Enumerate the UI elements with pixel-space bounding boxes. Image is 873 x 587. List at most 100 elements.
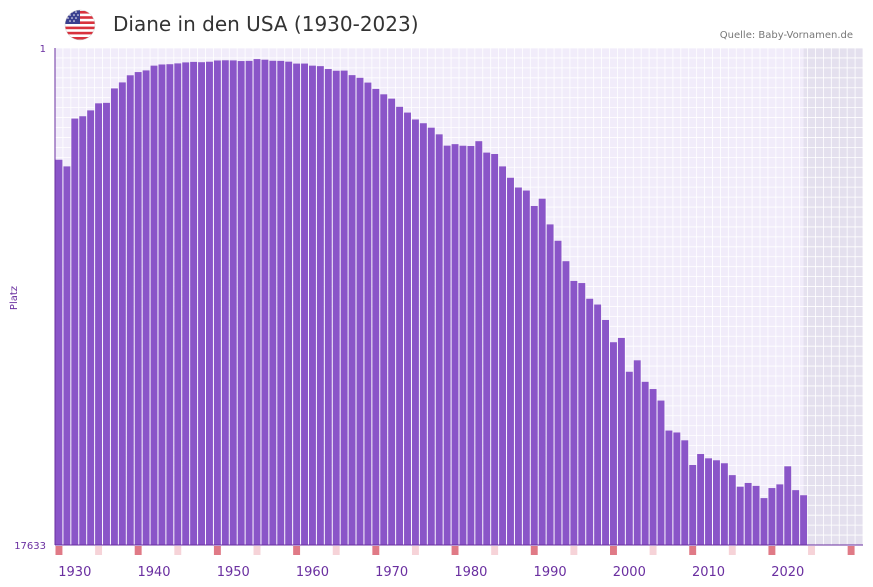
marker-light-1993: [570, 546, 578, 555]
bar-1962: [324, 69, 332, 545]
bar-2009: [697, 454, 705, 545]
bar-2000: [625, 371, 633, 545]
bar-1988: [530, 205, 538, 545]
bar-1961: [316, 66, 324, 546]
bar-1998: [610, 342, 617, 545]
bar-1954: [261, 59, 269, 546]
x-tick-label: 1990: [534, 565, 567, 580]
marker-light-1963: [332, 546, 340, 555]
bar-1963: [332, 70, 340, 545]
bar-1966: [356, 77, 364, 545]
bar-1938: [134, 72, 142, 546]
bar-2021: [792, 490, 800, 545]
x-tick-label: 1940: [137, 565, 170, 580]
bars: [55, 59, 808, 546]
bar-2002: [641, 381, 649, 545]
bar-1937: [126, 75, 134, 545]
bar-1987: [522, 190, 530, 545]
grid-lines: [54, 47, 864, 546]
bar-2001: [633, 360, 641, 545]
x-tick-label: 1930: [58, 565, 91, 580]
marker-1938: [134, 546, 142, 555]
x-tick-label: 1980: [454, 565, 487, 580]
bar-1933: [95, 103, 103, 545]
y-tick-label: 17633: [14, 541, 46, 552]
bar-2013: [728, 475, 736, 545]
bar-2012: [720, 463, 728, 545]
bar-1974: [419, 123, 427, 546]
y-tick-label: 1: [40, 44, 46, 55]
axes: [54, 48, 863, 546]
bar-1959: [301, 63, 308, 545]
marker-light-2013: [728, 546, 736, 555]
bar-2004: [657, 400, 665, 545]
bar-1975: [427, 127, 435, 545]
bar-1985: [507, 177, 514, 545]
bar-1934: [103, 102, 110, 545]
bar-1930: [71, 118, 79, 546]
chart-title: Diane in den USA (1930-2023): [113, 12, 419, 36]
bar-1993: [570, 280, 578, 545]
marker-1988: [530, 546, 538, 555]
y-tick-labels: 1 17633: [14, 44, 46, 552]
bar-1948: [213, 60, 221, 546]
x-tick-label: 1960: [296, 565, 329, 580]
bar-2003: [649, 389, 657, 545]
marker-1928: [55, 546, 63, 555]
marker-2008: [689, 546, 697, 555]
year-markers: [55, 546, 855, 555]
bar-1983: [491, 154, 499, 545]
marker-1998: [610, 546, 617, 555]
marker-light-1933: [95, 546, 103, 555]
bar-2015: [744, 482, 752, 545]
bar-1942: [166, 64, 174, 545]
x-tick-label: 2000: [613, 565, 646, 580]
bar-1968: [372, 88, 380, 545]
bar-1976: [435, 134, 443, 546]
marker-1958: [293, 546, 301, 555]
bar-2017: [760, 498, 768, 545]
bar-1972: [404, 112, 411, 545]
bar-1979: [459, 145, 467, 546]
bar-1946: [198, 62, 206, 545]
bar-1964: [340, 70, 348, 545]
x-tick-label: 2020: [771, 565, 804, 580]
bar-1982: [483, 152, 491, 545]
bar-1932: [87, 110, 95, 545]
bar-1951: [237, 61, 245, 546]
bar-1981: [475, 141, 483, 545]
x-tick-label: 2010: [692, 565, 725, 580]
marker-2018: [768, 546, 776, 555]
bar-2014: [736, 486, 744, 545]
bar-2008: [689, 465, 697, 545]
marker-1948: [213, 546, 221, 555]
bar-1967: [364, 82, 372, 545]
marker-2028: [847, 546, 855, 555]
bar-1986: [514, 187, 522, 545]
bar-2020: [784, 466, 792, 545]
bar-1928: [55, 159, 63, 545]
bar-1999: [617, 337, 625, 545]
bar-1929: [63, 166, 71, 545]
bar-1936: [118, 82, 126, 545]
bar-1980: [467, 146, 475, 545]
bar-1991: [554, 240, 562, 545]
bar-2011: [712, 460, 720, 545]
bar-2007: [681, 440, 689, 545]
bar-1950: [229, 60, 237, 545]
bar-1944: [182, 62, 190, 546]
us-flag-icon: [64, 9, 96, 41]
bar-1939: [142, 70, 150, 546]
bar-1952: [245, 60, 253, 546]
marker-1978: [451, 546, 459, 555]
bar-1997: [602, 319, 610, 545]
bar-1970: [388, 98, 396, 546]
bar-2010: [705, 458, 712, 545]
bar-1957: [285, 61, 293, 545]
source-label: Quelle: Baby-Vornamen.de: [719, 30, 853, 41]
bar-1960: [308, 65, 316, 546]
x-tick-labels: 1930 1940 1950 1960 1970 1980 1990 2000 2010 2020: [58, 565, 804, 580]
bar-1989: [538, 198, 546, 545]
marker-light-1943: [174, 546, 182, 555]
bar-1956: [277, 60, 285, 546]
